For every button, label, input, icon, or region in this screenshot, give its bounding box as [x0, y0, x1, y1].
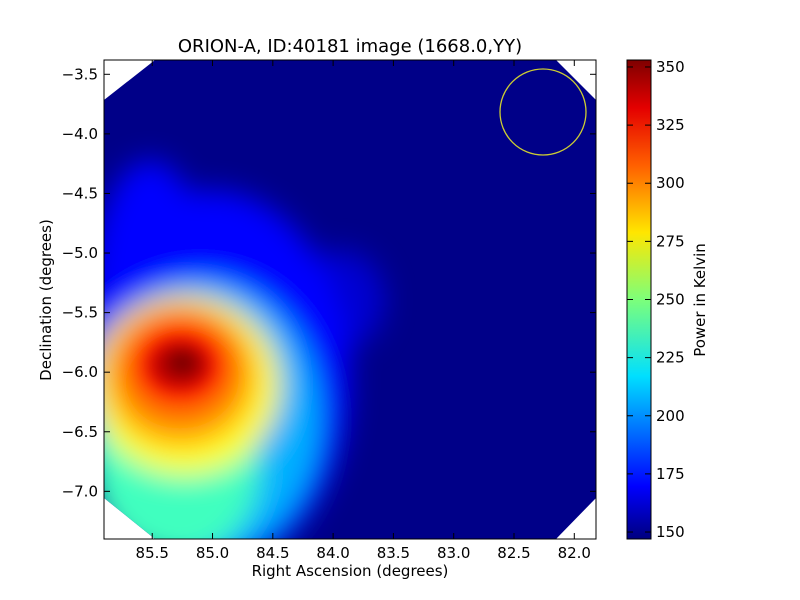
y-tick-label: −6.0: [62, 363, 98, 381]
plot-frame: [103, 59, 597, 540]
colorbar-label: Power in Kelvin: [691, 243, 709, 357]
x-tick-label: 84.0: [316, 544, 349, 562]
colorbar-tick-label: 200: [656, 407, 685, 425]
plot-area: [103, 59, 597, 540]
heatmap-image: [104, 60, 596, 539]
x-tick-label: 85.5: [136, 544, 169, 562]
y-tick-label: −6.5: [62, 423, 98, 441]
x-tick-label: 82.0: [558, 544, 591, 562]
y-tick-label: −4.5: [62, 184, 98, 202]
chart-title: ORION-A, ID:40181 image (1668.0,YY): [178, 36, 522, 57]
y-tick-label: −5.0: [62, 244, 98, 262]
beam-circle: [499, 68, 587, 156]
y-tick-label: −5.5: [62, 304, 98, 322]
colorbar-tick-label: 150: [656, 523, 685, 541]
colorbar-tick-label: 275: [656, 232, 685, 250]
x-tick-label: 84.5: [256, 544, 289, 562]
y-tick-label: −3.5: [62, 65, 98, 83]
colorbar-tick-label: 225: [656, 349, 685, 367]
x-tick-label: 83.5: [377, 544, 410, 562]
y-axis: −3.5 −4.0 −4.5 −5.0 −5.5 −6.0 −6.5 −7.0 Declina…: [37, 65, 596, 500]
y-tick-label: −7.0: [62, 482, 98, 500]
colorbar-tick-label: 175: [656, 465, 685, 483]
y-tick-label: −4.0: [62, 125, 98, 143]
x-tick-label: 85.0: [196, 544, 229, 562]
x-tick-label: 82.5: [497, 544, 530, 562]
x-tick-label: 83.0: [437, 544, 470, 562]
colorbar-tick-label: 300: [656, 174, 685, 192]
x-axis: 85.5 85.0 84.5 84.0 83.5 83.0 82.5 82.0 Right A…: [136, 60, 591, 580]
colorbar-tick-label: 350: [656, 58, 685, 76]
colorbar-tick-label: 250: [656, 291, 685, 309]
colorbar: 150 175 200 225 250 275 300 325 350 Power in Kel…: [626, 58, 709, 541]
y-axis-label: Declination (degrees): [37, 219, 55, 381]
x-axis-label: Right Ascension (degrees): [252, 562, 449, 580]
colorbar-tick-label: 325: [656, 116, 685, 134]
